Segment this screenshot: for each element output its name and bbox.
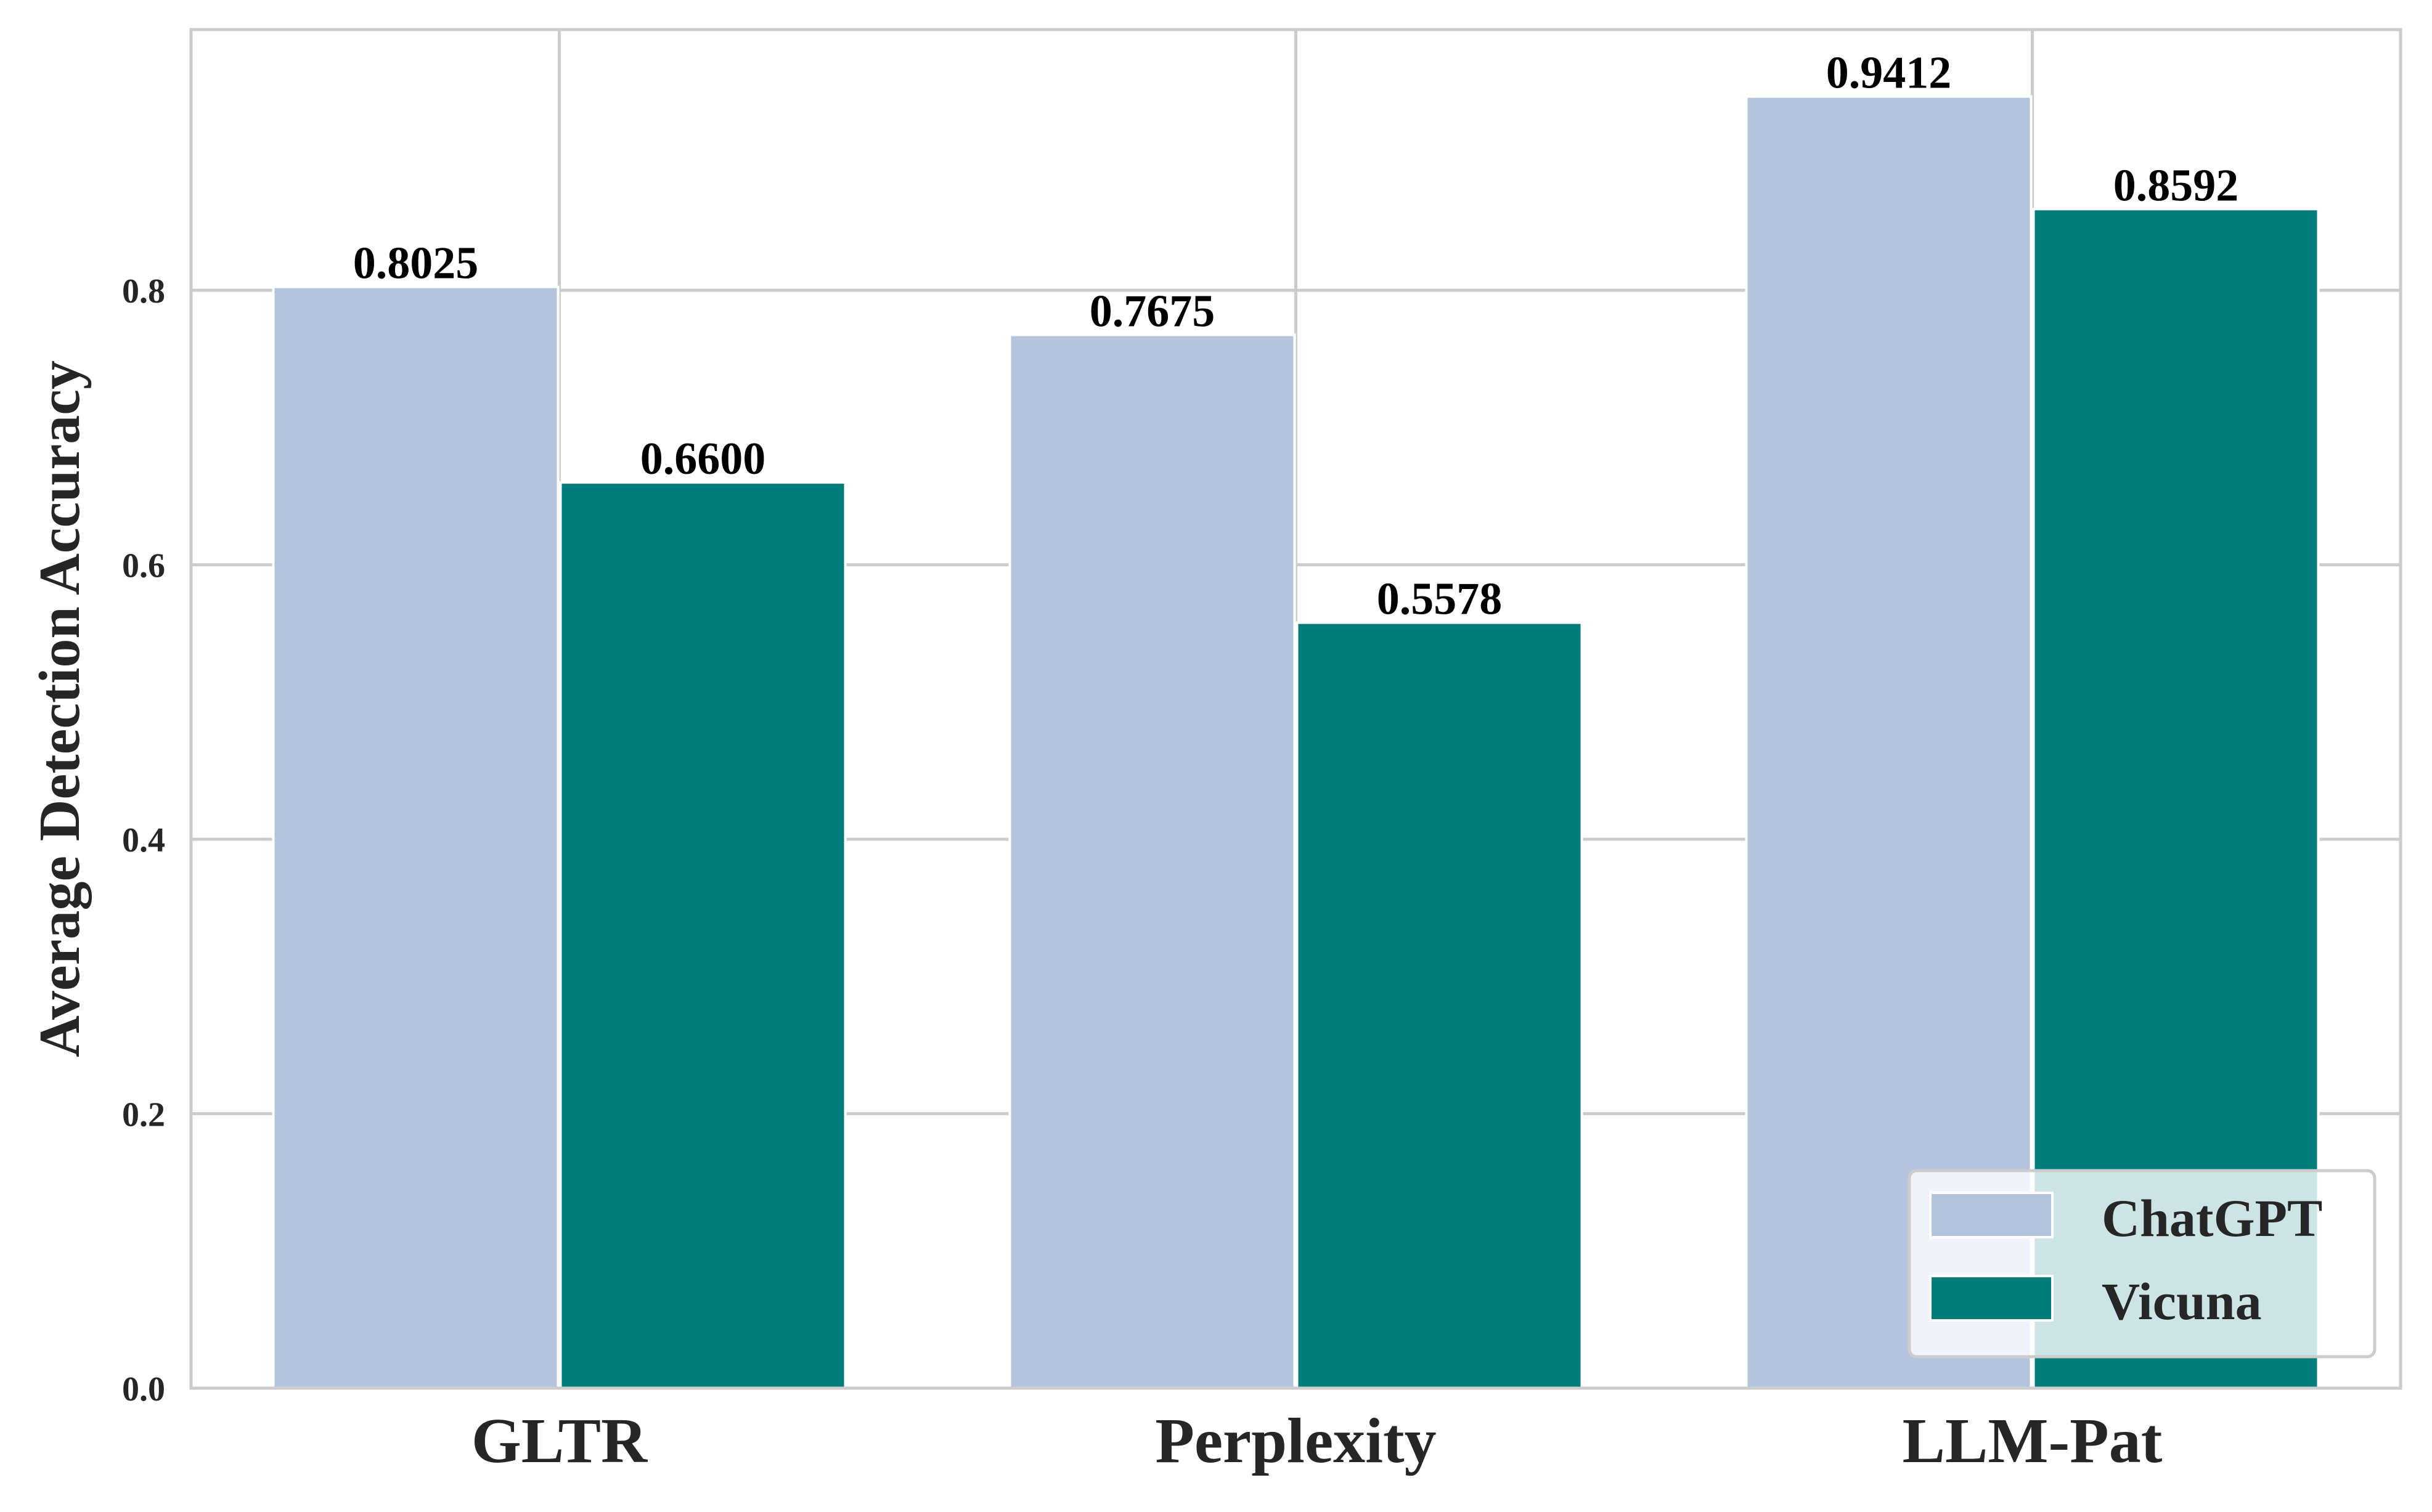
y-tick-label: 0.2 <box>122 1096 165 1134</box>
legend: ChatGPT Vicuna <box>1908 1169 2377 1359</box>
value-label-chatgpt-perplexity: 0.7675 <box>1090 287 1215 337</box>
x-tick-label: GLTR <box>471 1405 648 1476</box>
y-tick-label: 0.6 <box>122 547 165 585</box>
y-axis-label: Average Detection Accuracy <box>28 360 92 1057</box>
y-tick-label: 0.8 <box>122 272 165 311</box>
bar-vicuna-gltr <box>559 481 847 1389</box>
legend-swatch-vicuna <box>1929 1275 2054 1322</box>
value-labels: 0.8025 0.6600 0.7675 0.5578 0.9412 0.8592 <box>353 48 2239 625</box>
value-label-vicuna-llm-pat: 0.8592 <box>2113 160 2239 211</box>
value-label-chatgpt-gltr: 0.8025 <box>353 238 479 289</box>
bar-chatgpt-perplexity <box>1008 333 1296 1389</box>
plot-frame <box>189 28 2402 1390</box>
y-tick-label: 0.0 <box>122 1370 165 1408</box>
x-tick-label: Perplexity <box>1155 1405 1436 1476</box>
legend-label-chatgpt: ChatGPT <box>2102 1189 2322 1248</box>
bar-chatgpt-gltr <box>272 285 560 1389</box>
legend-swatch-chatgpt <box>1929 1192 2054 1238</box>
x-tick-label: LLM-Pat <box>1903 1405 2163 1476</box>
x-axis-ticks: GLTR Perplexity LLM-Pat <box>471 1405 2163 1476</box>
bar-vicuna-perplexity <box>1296 621 1583 1389</box>
y-axis-ticks: 0.0 0.2 0.4 0.6 0.8 <box>122 272 165 1408</box>
value-label-chatgpt-llm-pat: 0.9412 <box>1826 48 1952 99</box>
value-label-vicuna-gltr: 0.6600 <box>640 434 766 484</box>
value-label-vicuna-perplexity: 0.5578 <box>1377 574 1503 625</box>
legend-label-vicuna: Vicuna <box>2102 1272 2262 1331</box>
y-tick-label: 0.4 <box>122 821 165 860</box>
